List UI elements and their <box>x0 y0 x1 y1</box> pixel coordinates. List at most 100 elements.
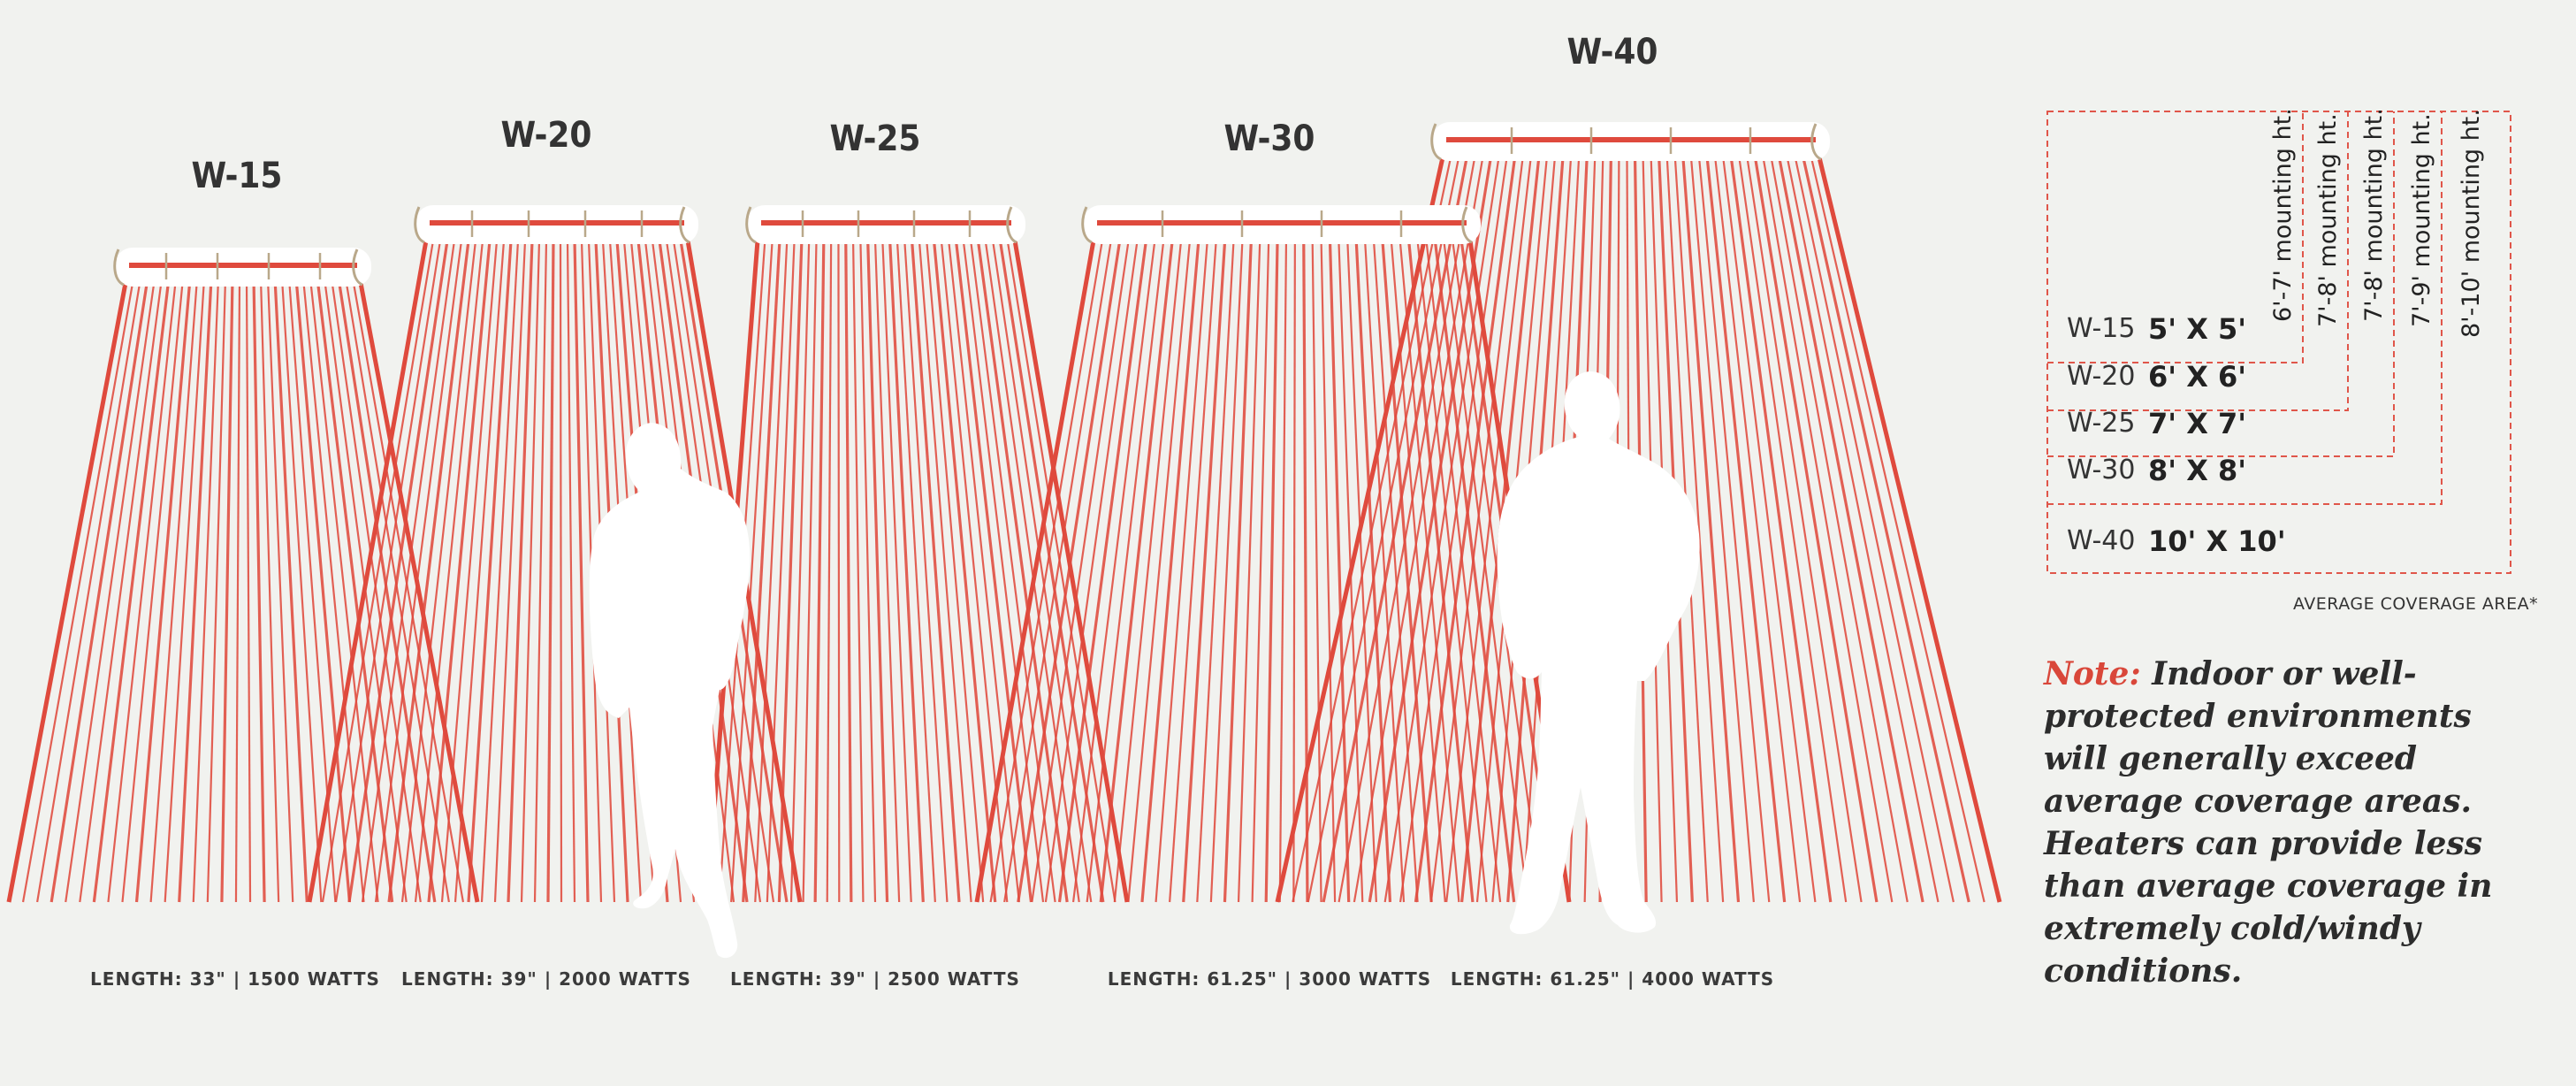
beam-line <box>453 240 506 903</box>
beam-line <box>1264 240 1279 903</box>
beam-line <box>1278 240 1288 903</box>
beam-line <box>1778 157 1924 903</box>
legend-model-w-20: W-20 <box>2067 361 2136 392</box>
beam-line <box>361 240 456 903</box>
beam-line <box>134 282 192 903</box>
legend-area-w-25: 7' X 7' <box>2148 407 2247 440</box>
beam-line <box>79 282 163 903</box>
beam-line <box>802 240 818 903</box>
heater-w-40 <box>1430 122 1830 161</box>
beam-line <box>918 240 972 903</box>
beam-line <box>1681 157 1741 903</box>
legend-mounting-w-40: 8'-10' mounting ht. <box>2458 109 2485 338</box>
beam-line <box>358 282 480 903</box>
coverage-caption: AVERAGE COVERAGE AREA* <box>2293 594 2539 614</box>
beam-line <box>1714 157 1802 903</box>
beam-line <box>1209 240 1244 903</box>
legend-box-w-25 <box>2047 111 2395 457</box>
beam-line <box>559 240 563 903</box>
legend-mounting-w-30: 7'-9' mounting ht. <box>2408 113 2435 327</box>
beam-line <box>1169 240 1217 903</box>
beam-line <box>1251 240 1270 903</box>
beam-line <box>273 282 309 903</box>
beam-line <box>493 240 527 903</box>
beam-line <box>1429 157 1524 903</box>
beam-line <box>245 282 252 903</box>
beam-line <box>1705 157 1787 903</box>
heater-w-20 <box>414 205 698 244</box>
beam-line <box>1044 240 1139 903</box>
legend-box-w-30 <box>2047 111 2443 505</box>
beam-line <box>911 240 961 903</box>
beam-line <box>1383 157 1500 903</box>
beam-line <box>742 240 781 903</box>
beam-line <box>533 240 548 903</box>
beam-line <box>427 240 492 903</box>
beam-line <box>1353 157 1484 903</box>
beam-line <box>331 282 422 903</box>
mount-bracket <box>414 206 425 244</box>
beam-line <box>302 282 365 903</box>
beam-line <box>1322 157 1468 903</box>
beam-line <box>334 240 442 903</box>
beam-line <box>1017 240 1122 903</box>
beam-line <box>1399 157 1508 903</box>
beam-line <box>6 282 128 903</box>
beam-line <box>1012 240 1130 903</box>
beam-line <box>1753 157 1879 903</box>
beam-line <box>976 240 1069 903</box>
beam-line <box>974 240 1096 903</box>
beam-line <box>984 240 1080 903</box>
beam-line <box>989 240 1103 903</box>
beam-line <box>92 282 170 903</box>
beam-line <box>1099 240 1174 903</box>
legend-mounting-w-20: 7'-8' mounting ht. <box>2314 113 2342 327</box>
beam-line <box>1354 240 1392 903</box>
model-title-w-30: W-30 <box>1223 119 1315 159</box>
beam-line <box>954 240 1033 903</box>
beam-line <box>837 240 841 903</box>
beam-line <box>1738 157 1848 903</box>
beam-line <box>813 240 826 903</box>
beam-line <box>1372 240 1419 903</box>
model-title-w-40: W-40 <box>1566 32 1658 73</box>
beam-line <box>1729 157 1833 903</box>
beam-line <box>1275 157 1445 903</box>
beam-line <box>352 282 465 903</box>
model-title-w-25: W-25 <box>829 119 921 159</box>
beam-line <box>1113 240 1183 903</box>
beam-line <box>281 282 323 903</box>
beam-line <box>1368 157 1492 903</box>
mount-bracket <box>113 249 125 287</box>
mount-bracket <box>1081 206 1093 244</box>
beam-line <box>1746 157 1863 903</box>
legend-area-w-40: 10' X 10' <box>2148 524 2286 558</box>
legend-mounting-w-25: 7'-8' mounting ht. <box>2360 108 2388 322</box>
beam-line <box>206 282 226 903</box>
beam-line <box>851 240 865 903</box>
beam-line <box>1673 157 1725 903</box>
beam-line <box>164 282 205 903</box>
legend-box-w-20 <box>2047 111 2349 411</box>
beam-line <box>1770 157 1909 903</box>
beam-line <box>321 240 435 903</box>
beam-line <box>566 240 576 903</box>
beam-line <box>1381 240 1433 903</box>
beam-line <box>1311 240 1322 903</box>
beam-line <box>1155 240 1208 903</box>
beam-line <box>1223 240 1253 903</box>
beam-line <box>107 282 177 903</box>
mount-bracket <box>679 206 690 244</box>
beam-line <box>178 282 213 903</box>
beam-line <box>970 240 1056 903</box>
beam-line <box>1071 240 1156 903</box>
beam-line <box>192 282 219 903</box>
spec-label-w-25: LENGTH: 39" | 2500 WATTS <box>730 968 1020 990</box>
beam-line <box>220 282 234 903</box>
beam-line <box>316 282 394 903</box>
beam-line <box>766 240 796 903</box>
legend-mounting-w-15: 6'-7' mounting ht. <box>2269 108 2297 322</box>
beam-line <box>730 240 774 903</box>
legend-model-w-15: W-15 <box>2067 313 2136 344</box>
